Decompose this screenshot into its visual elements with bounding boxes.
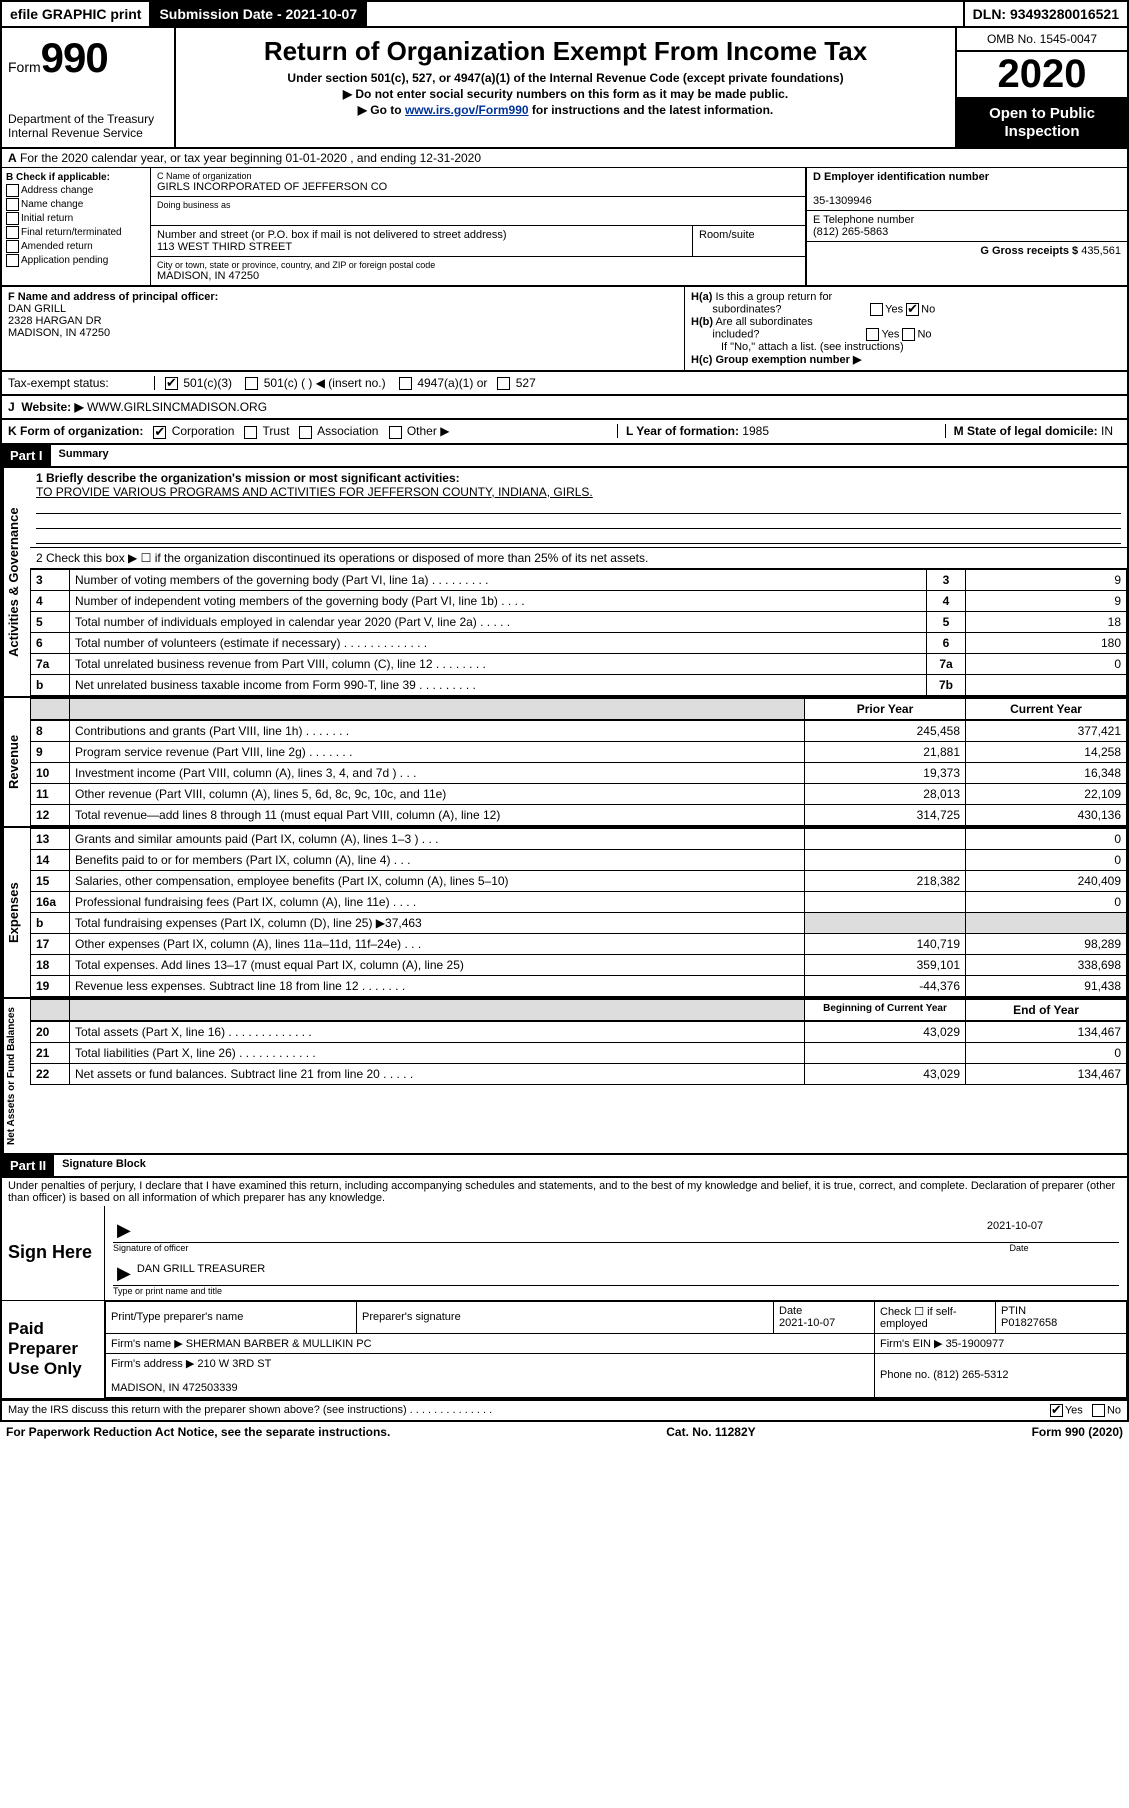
pra-notice: For Paperwork Reduction Act Notice, see … bbox=[6, 1425, 390, 1439]
omb-number: OMB No. 1545-0047 bbox=[957, 28, 1127, 52]
efile-label[interactable]: efile GRAPHIC print bbox=[2, 2, 151, 26]
website-url[interactable]: WWW.GIRLSINCMADISON.ORG bbox=[87, 400, 267, 414]
paid-preparer-label: Paid Preparer Use Only bbox=[2, 1301, 105, 1398]
vtext-governance: Activities & Governance bbox=[2, 468, 30, 696]
form-label: Form bbox=[8, 59, 41, 75]
line-a: A For the 2020 calendar year, or tax yea… bbox=[0, 149, 1129, 168]
firm-phone: (812) 265-5312 bbox=[933, 1369, 1008, 1381]
irs-label: Internal Revenue Service bbox=[8, 126, 168, 140]
sign-here-label: Sign Here bbox=[2, 1206, 105, 1300]
form-subtitle: Under section 501(c), 527, or 4947(a)(1)… bbox=[186, 71, 945, 85]
ein: 35-1309946 bbox=[813, 195, 872, 207]
ssn-note: Do not enter social security numbers on … bbox=[355, 87, 788, 101]
vtext-expenses: Expenses bbox=[2, 828, 30, 997]
ptin: P01827658 bbox=[1001, 1317, 1057, 1329]
perjury-declaration: Under penalties of perjury, I declare th… bbox=[0, 1178, 1129, 1206]
firm-ein: 35-1900977 bbox=[946, 1338, 1005, 1350]
part1-header: Part I bbox=[2, 445, 51, 466]
city-state-zip: MADISON, IN 47250 bbox=[157, 270, 799, 282]
box-b: B Check if applicable: Address change Na… bbox=[2, 168, 151, 285]
mission-statement: TO PROVIDE VARIOUS PROGRAMS AND ACTIVITI… bbox=[36, 485, 593, 499]
firm-name: SHERMAN BARBER & MULLIKIN PC bbox=[186, 1338, 372, 1350]
tax-status-row: Tax-exempt status: 501(c)(3) 501(c) ( ) … bbox=[0, 372, 1129, 396]
dept-treasury: Department of the Treasury bbox=[8, 112, 168, 126]
telephone: (812) 265-5863 bbox=[813, 226, 888, 238]
gross-receipts: 435,561 bbox=[1081, 245, 1121, 257]
discuss-question: May the IRS discuss this return with the… bbox=[8, 1404, 492, 1417]
vtext-net-assets: Net Assets or Fund Balances bbox=[2, 999, 30, 1153]
form-number: 990 bbox=[41, 34, 108, 81]
street-address: 113 WEST THIRD STREET bbox=[157, 241, 686, 253]
org-name: GIRLS INCORPORATED OF JEFFERSON CO bbox=[157, 181, 799, 193]
officer-signature: DAN GRILL TREASURER bbox=[137, 1263, 265, 1284]
part2-header: Part II bbox=[2, 1155, 54, 1176]
officer-name: DAN GRILL bbox=[8, 303, 66, 315]
cat-no: Cat. No. 11282Y bbox=[666, 1425, 755, 1439]
form-footer: Form 990 (2020) bbox=[1032, 1425, 1123, 1439]
vtext-revenue: Revenue bbox=[2, 698, 30, 826]
form-title: Return of Organization Exempt From Incom… bbox=[186, 36, 945, 67]
form-header: Form990 Department of the Treasury Inter… bbox=[0, 28, 1129, 149]
inspection-badge: Open to Public Inspection bbox=[957, 99, 1127, 147]
tax-year: 2020 bbox=[957, 52, 1127, 99]
topbar: efile GRAPHIC print Submission Date - 20… bbox=[0, 0, 1129, 28]
dln: DLN: 93493280016521 bbox=[965, 2, 1127, 26]
submission-date[interactable]: Submission Date - 2021-10-07 bbox=[151, 2, 367, 26]
irs-link[interactable]: www.irs.gov/Form990 bbox=[405, 103, 529, 117]
